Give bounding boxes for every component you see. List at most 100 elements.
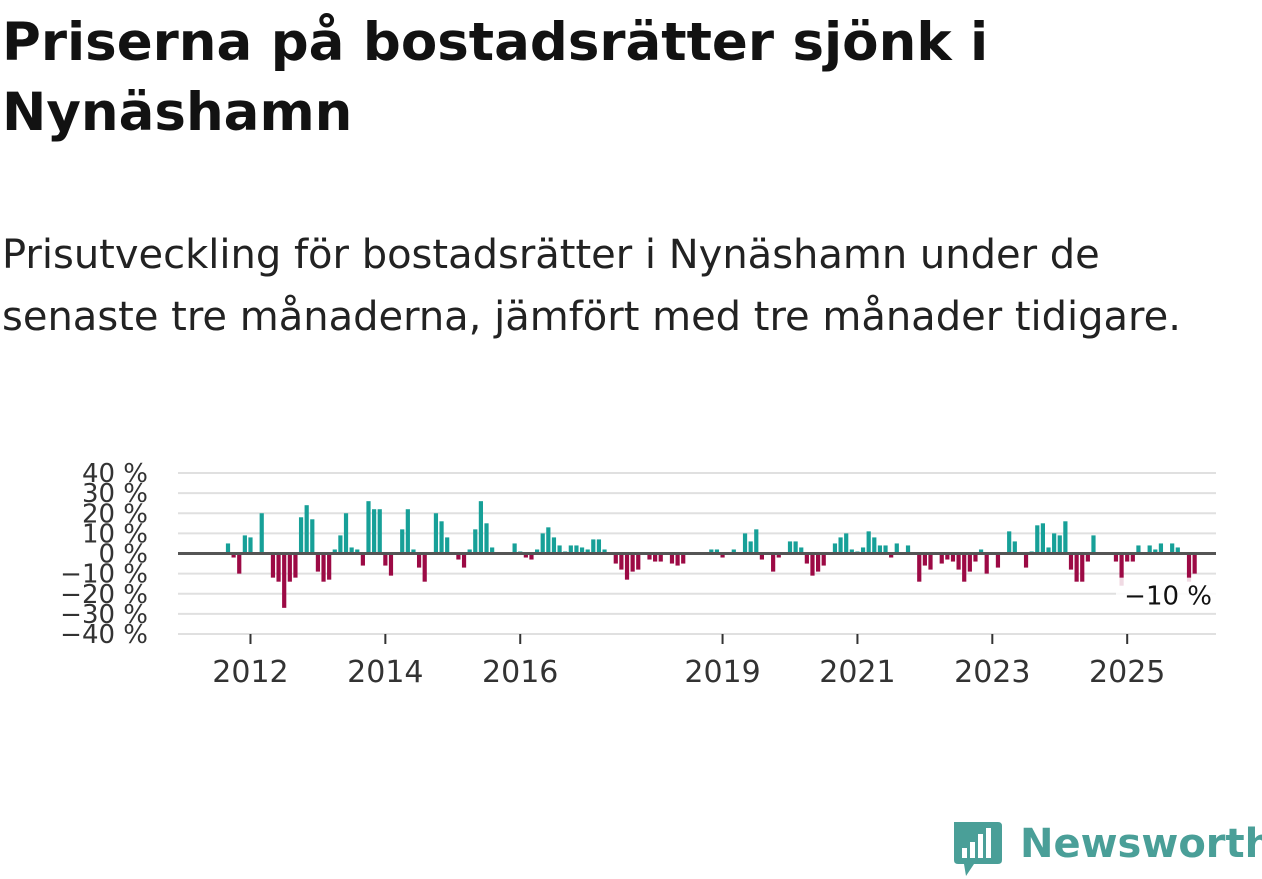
bar-negative (360, 553, 365, 566)
y-tick-label: 30 % (82, 479, 148, 509)
bar-positive (894, 543, 899, 554)
x-tick-label: 2025 (1089, 655, 1165, 690)
x-tick-label: 2012 (212, 655, 288, 690)
bar-positive (799, 547, 804, 554)
bar-positive (248, 537, 253, 554)
bar-negative (962, 553, 967, 582)
bar-positive (574, 545, 579, 554)
bar-negative (939, 553, 944, 564)
bar-negative (945, 553, 950, 560)
bar-positive (473, 529, 478, 554)
x-tick-label: 2021 (819, 655, 895, 690)
bar-negative (461, 553, 467, 568)
bar-negative (1074, 553, 1079, 582)
bar-positive (1035, 525, 1040, 554)
bar-negative (821, 553, 826, 566)
bar-positive (1147, 545, 1152, 554)
bar-positive (849, 549, 854, 554)
bar-positive (585, 549, 590, 554)
newsworthy-logo: Newsworthy (950, 818, 1262, 878)
bar-negative (231, 553, 236, 558)
bar-negative (647, 553, 652, 560)
bar-negative (282, 553, 287, 608)
bar-positive (400, 529, 405, 554)
bar-negative (613, 553, 618, 564)
bar-positive (754, 529, 759, 554)
bar-chart: 40 %30 %20 %10 %0 %−10 %−20 %−30 %−40 % … (60, 459, 1216, 690)
bar-negative (669, 553, 675, 564)
bar-positive (860, 547, 866, 554)
bar-positive (445, 537, 450, 554)
bar-positive (411, 549, 416, 554)
bar-negative (636, 553, 641, 570)
bar-positive (1158, 543, 1164, 554)
x-tick-label: 2019 (684, 655, 760, 690)
bar-negative (675, 553, 680, 566)
y-tick-label: 40 % (82, 459, 148, 489)
bar-positive (433, 513, 439, 554)
bar-negative (315, 553, 321, 572)
bar-negative (619, 553, 624, 570)
bar-negative (917, 553, 922, 582)
bar-positive (225, 543, 231, 554)
bar-positive (1012, 541, 1017, 554)
bar-positive (844, 533, 849, 554)
bar-negative (1080, 553, 1085, 582)
bar-positive (546, 527, 551, 554)
bar-positive (1175, 547, 1180, 554)
bar-negative (681, 553, 686, 564)
bar-positive (310, 519, 315, 554)
bar-negative (889, 553, 894, 558)
bar-negative (984, 553, 989, 574)
bar-negative (776, 553, 781, 558)
bar-positive (377, 509, 382, 554)
bar-negative (804, 553, 809, 564)
bar-negative (422, 553, 427, 582)
bar-negative (270, 553, 276, 578)
bars (225, 501, 1197, 608)
bar-positive (535, 549, 540, 554)
bar-negative (276, 553, 281, 582)
y-axis-labels: 40 %30 %20 %10 %0 %−10 %−20 %−30 %−40 % (60, 459, 148, 650)
bar-positive (484, 523, 489, 554)
bar-positive (343, 513, 349, 554)
bar-negative (1113, 553, 1119, 562)
bar-positive (405, 509, 410, 554)
bar-positive (1091, 535, 1096, 554)
x-tick-label: 2023 (954, 655, 1030, 690)
last-value-annotation: −10 % (1116, 577, 1216, 612)
annotation-background (1116, 577, 1216, 612)
bar-positive (714, 549, 720, 554)
bar-positive (557, 545, 562, 554)
bar-negative (237, 553, 242, 574)
bar-negative (1119, 553, 1124, 586)
bar-positive (338, 535, 343, 554)
bar-negative (293, 553, 298, 578)
bar-positive (1136, 545, 1141, 554)
bar-negative (1130, 553, 1135, 562)
bar-positive (242, 535, 247, 554)
last-value-label: −10 % (1124, 582, 1212, 612)
bar-positive (467, 549, 472, 554)
bar-positive (793, 541, 798, 554)
bar-negative (658, 553, 663, 562)
bar-negative (816, 553, 821, 572)
bar-negative (321, 553, 326, 582)
bar-positive (372, 509, 377, 554)
bar-positive (838, 537, 843, 554)
gridlines (178, 472, 1216, 635)
chart-subtitle: Prisutveckling för bostadsrätter i Nynäs… (2, 232, 1181, 340)
bar-negative (967, 553, 972, 572)
bar-negative (956, 553, 961, 570)
bar-negative (1085, 553, 1090, 562)
bar-negative (327, 553, 332, 580)
bar-positive (304, 505, 309, 554)
bar-positive (596, 539, 602, 554)
bar-positive (512, 543, 517, 554)
bar-negative (456, 553, 461, 560)
bar-negative (287, 553, 292, 582)
bar-negative (1125, 553, 1130, 562)
bar-negative (1023, 553, 1029, 568)
bar-negative (995, 553, 1001, 568)
bar-negative (523, 553, 528, 558)
